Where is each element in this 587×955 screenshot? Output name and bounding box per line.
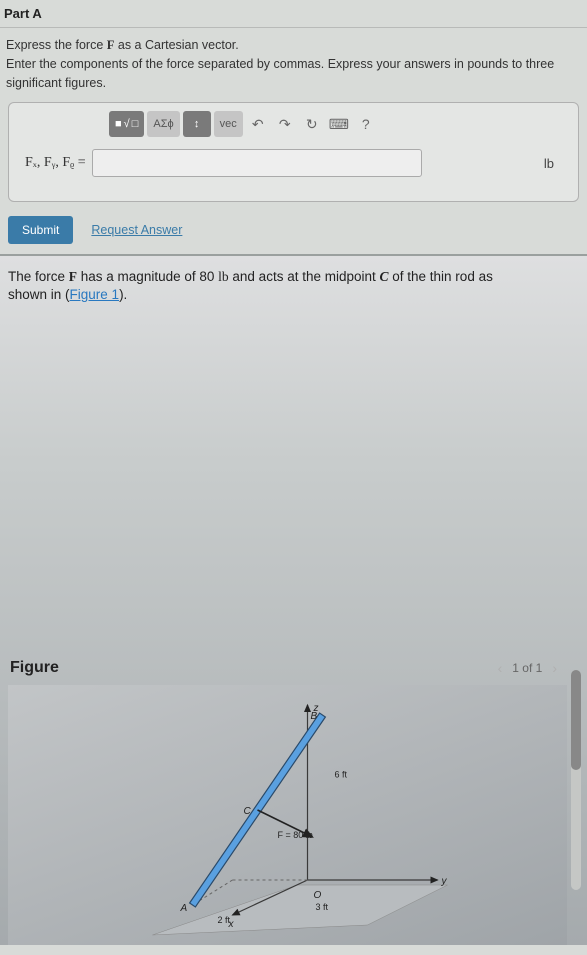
submit-button[interactable]: Submit xyxy=(8,216,73,244)
keyboard-button[interactable]: ⌨ xyxy=(327,112,351,136)
var-c: C xyxy=(380,269,389,284)
reset-button[interactable]: ↻ xyxy=(300,112,324,136)
problem-statement: The force F has a magnitude of 80 lb and… xyxy=(0,256,520,311)
a-label: A xyxy=(180,903,188,914)
var-f: F xyxy=(69,269,77,284)
o-label: O xyxy=(314,890,322,901)
templates-icon: ■ xyxy=(115,118,122,130)
greek-button[interactable]: ΑΣϕ xyxy=(147,111,179,137)
figure-pager: ‹ 1 of 1 › xyxy=(498,660,577,676)
instructions: Express the force F as a Cartesian vecto… xyxy=(0,28,587,96)
unit-lb: lb xyxy=(218,269,229,284)
answer-box: ■ √ □ ΑΣϕ ↕ vec ↶ ↷ ↻ ⌨ ? Fₓ, Fᵧ, Fᵨ = l… xyxy=(8,102,579,202)
txt: The force xyxy=(8,269,69,284)
vec-button[interactable]: vec xyxy=(214,111,243,137)
pager-prev-button[interactable]: ‹ xyxy=(498,660,503,676)
figure-title: Figure xyxy=(10,659,59,677)
txt: ). xyxy=(119,287,127,302)
variable-label: Fₓ, Fᵧ, Fᵨ = xyxy=(25,155,86,171)
scrollbar-thumb[interactable] xyxy=(571,670,581,770)
instruction-line-2: Enter the components of the force separa… xyxy=(6,55,581,93)
b-label: B xyxy=(311,711,318,722)
figure-heading: Figure ‹ 1 of 1 › xyxy=(0,651,587,685)
request-answer-link[interactable]: Request Answer xyxy=(91,223,182,237)
updown-button[interactable]: ↕ xyxy=(183,111,211,137)
instruction-line-1: Express the force F as a Cartesian vecto… xyxy=(6,36,581,55)
help-button[interactable]: ? xyxy=(354,112,378,136)
part-header: Part A xyxy=(0,0,587,28)
problem-panel: The force F has a magnitude of 80 lb and… xyxy=(0,254,587,945)
sqrt-icon: √ xyxy=(124,118,130,130)
pager-next-button[interactable]: › xyxy=(552,660,557,676)
dim-6ft: 6 ft xyxy=(335,770,348,780)
redo-button[interactable]: ↷ xyxy=(273,112,297,136)
scrollbar[interactable] xyxy=(571,670,581,890)
equation-toolbar: ■ √ □ ΑΣϕ ↕ vec ↶ ↷ ↻ ⌨ ? xyxy=(9,103,578,145)
pager-text: 1 of 1 xyxy=(512,661,542,675)
answer-input[interactable] xyxy=(92,149,422,177)
templates-button[interactable]: ■ √ □ xyxy=(109,111,144,137)
txt: has a magnitude of 80 xyxy=(77,269,218,284)
figure-canvas: z y x B C A O F = 80 lb 6 ft 3 ft 2 ft xyxy=(8,685,567,945)
box-icon: □ xyxy=(132,118,139,130)
txt: as a Cartesian vector. xyxy=(114,38,238,52)
txt: and acts at the midpoint xyxy=(229,269,380,284)
answer-row: Fₓ, Fᵧ, Fᵨ = lb xyxy=(9,145,578,181)
c-label: C xyxy=(244,806,252,817)
txt: Express the force xyxy=(6,38,107,52)
f-label: F = 80 lb xyxy=(278,830,313,840)
unit-label: lb xyxy=(544,156,566,171)
spacer xyxy=(0,311,587,651)
figure-link[interactable]: Figure 1 xyxy=(70,287,120,302)
dim-2ft: 2 ft xyxy=(218,915,231,925)
figure-svg: z y x B C A O F = 80 lb 6 ft 3 ft 2 ft xyxy=(8,685,567,945)
y-label: y xyxy=(441,876,448,887)
undo-button[interactable]: ↶ xyxy=(246,112,270,136)
submit-row: Submit Request Answer xyxy=(0,210,587,254)
